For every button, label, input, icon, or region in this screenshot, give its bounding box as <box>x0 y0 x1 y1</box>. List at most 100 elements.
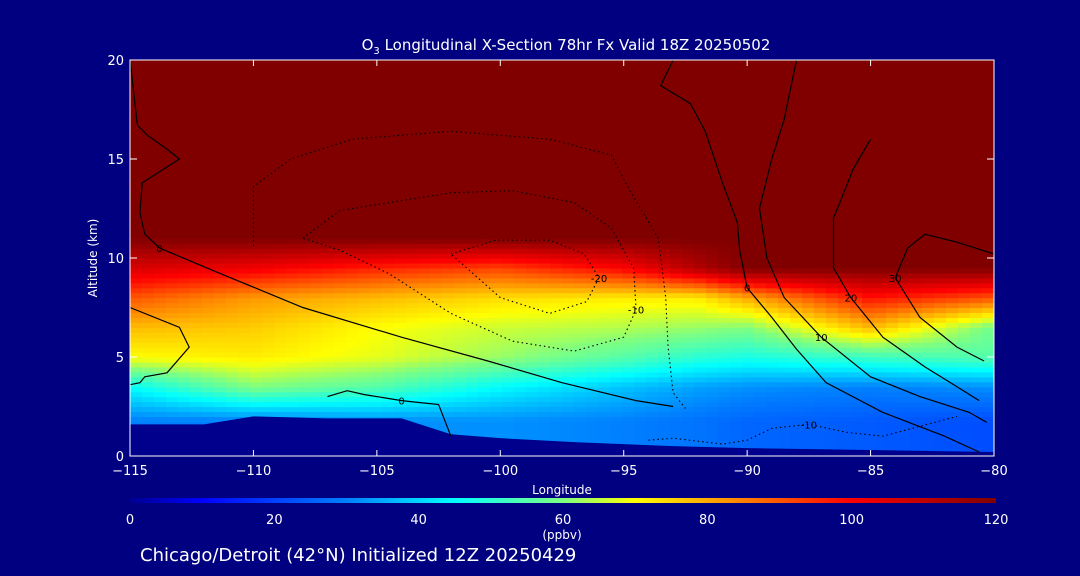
field-cell <box>610 262 623 269</box>
field-cell <box>526 322 539 328</box>
field-cell <box>610 134 623 140</box>
field-cell <box>430 243 443 249</box>
field-cell <box>130 223 143 229</box>
field-cell <box>754 124 767 130</box>
field-cell <box>790 262 803 269</box>
field-cell <box>574 253 587 259</box>
field-cell <box>802 228 815 234</box>
field-cell <box>490 109 503 116</box>
field-cell <box>430 154 443 160</box>
field-cell <box>754 391 767 398</box>
field-cell <box>622 431 635 437</box>
field-cell <box>274 104 287 111</box>
field-cell <box>706 94 719 101</box>
field-cell <box>874 401 887 408</box>
field-cell <box>478 396 491 403</box>
field-cell <box>406 352 419 358</box>
field-cell <box>370 381 383 388</box>
field-cell <box>706 218 719 224</box>
field-cell <box>598 149 611 155</box>
field-cell <box>454 109 467 116</box>
field-cell <box>214 342 227 348</box>
field-cell <box>226 144 239 150</box>
field-cell <box>274 262 287 269</box>
field-cell <box>730 104 743 111</box>
field-cell <box>586 208 599 215</box>
field-cell <box>802 357 815 363</box>
field-cell <box>322 228 335 234</box>
field-cell <box>418 154 431 160</box>
field-cell <box>178 69 191 76</box>
field-cell <box>598 327 611 333</box>
field-cell <box>466 109 479 116</box>
field-cell <box>646 357 659 363</box>
field-cell <box>322 64 335 71</box>
field-cell <box>862 84 875 91</box>
field-cell <box>550 129 563 135</box>
field-cell <box>814 357 827 363</box>
field-cell <box>310 406 323 413</box>
field-cell <box>526 218 539 224</box>
field-cell <box>394 149 407 155</box>
field-cell <box>514 124 527 130</box>
field-cell <box>646 183 659 190</box>
field-cell <box>490 401 503 408</box>
field-cell <box>286 159 299 165</box>
field-cell <box>274 347 287 353</box>
field-cell <box>622 183 635 190</box>
field-cell <box>286 317 299 323</box>
field-cell <box>214 282 227 289</box>
field-cell <box>838 64 851 71</box>
field-cell <box>178 178 191 185</box>
field-cell <box>358 253 371 259</box>
field-cell <box>406 89 419 96</box>
field-cell <box>598 302 611 309</box>
field-cell <box>538 213 551 219</box>
field-cell <box>322 361 335 368</box>
field-cell <box>622 193 635 200</box>
field-cell <box>466 401 479 408</box>
field-cell <box>646 406 659 413</box>
field-cell <box>346 371 359 378</box>
field-cell <box>250 347 263 353</box>
field-cell <box>178 396 191 403</box>
field-cell <box>490 124 503 130</box>
field-cell <box>202 277 215 284</box>
field-cell <box>298 173 311 180</box>
field-cell <box>646 149 659 155</box>
field-cell <box>814 401 827 408</box>
field-cell <box>478 376 491 383</box>
field-cell <box>802 307 815 314</box>
field-cell <box>742 79 755 86</box>
field-cell <box>766 213 779 219</box>
field-cell <box>322 218 335 224</box>
field-cell <box>646 154 659 160</box>
field-cell <box>778 401 791 408</box>
field-cell <box>826 396 839 403</box>
field-cell <box>730 431 743 437</box>
field-cell <box>706 193 719 200</box>
field-cell <box>802 193 815 200</box>
field-cell <box>274 124 287 130</box>
field-cell <box>790 188 803 195</box>
field-cell <box>214 371 227 378</box>
field-cell <box>862 258 875 264</box>
field-cell <box>430 238 443 244</box>
field-cell <box>682 317 695 323</box>
field-cell <box>862 60 875 66</box>
field-cell <box>778 302 791 309</box>
field-cell <box>166 60 179 66</box>
field-cell <box>574 139 587 145</box>
field-cell <box>862 391 875 398</box>
field-cell <box>718 193 731 200</box>
field-cell <box>154 352 167 358</box>
field-cell <box>274 376 287 383</box>
field-cell <box>466 302 479 309</box>
field-cell <box>598 104 611 111</box>
field-cell <box>694 312 707 318</box>
field-cell <box>622 317 635 323</box>
field-cell <box>574 168 587 175</box>
field-cell <box>706 84 719 91</box>
field-cell <box>238 347 251 353</box>
field-cell <box>862 193 875 200</box>
